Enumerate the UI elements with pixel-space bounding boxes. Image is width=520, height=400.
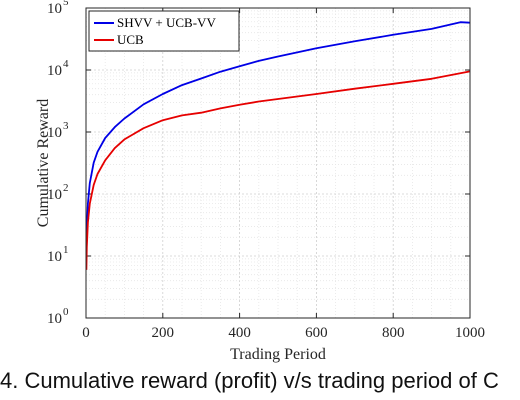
y-tick-exponent: 1 xyxy=(63,244,69,256)
legend: SHVV + UCB-VV UCB xyxy=(88,10,240,52)
y-tick-exponent: 3 xyxy=(63,120,69,132)
y-tick-exponent: 2 xyxy=(63,182,69,194)
grid-lines xyxy=(86,8,470,318)
y-tick-exponent: 4 xyxy=(63,58,69,70)
x-tick-label: 400 xyxy=(228,325,251,341)
series-line-ucb xyxy=(85,70,471,270)
y-tick-label: 10 xyxy=(47,1,62,17)
x-axis-label: Trading Period xyxy=(230,346,326,363)
x-tick-label: 800 xyxy=(382,325,405,341)
y-tick-label: 10 xyxy=(47,125,62,141)
x-tick-label: 0 xyxy=(82,325,90,341)
y-tick-exponent: 5 xyxy=(63,0,69,8)
y-tick-label: 10 xyxy=(47,249,62,265)
figure-caption: 4. Cumulative reward (profit) v/s tradin… xyxy=(0,368,499,393)
y-axis-label: Cumulative Reward xyxy=(35,99,52,227)
legend-label-shvv-ucb-vv: SHVV + UCB-VV xyxy=(117,15,216,30)
x-tick-label: 200 xyxy=(152,325,175,341)
y-tick-label: 10 xyxy=(47,187,62,203)
legend-box xyxy=(88,10,240,52)
series-line-shvv-ucb-vv xyxy=(85,21,471,257)
series-layer xyxy=(85,21,471,270)
x-tick-label: 600 xyxy=(305,325,328,341)
x-tick-label: 1000 xyxy=(455,325,485,341)
plot-frame xyxy=(85,7,471,319)
y-tick-label: 10 xyxy=(47,63,62,79)
y-tick-label: 10 xyxy=(47,311,62,327)
y-tick-exponent: 0 xyxy=(63,306,69,318)
legend-label-ucb: UCB xyxy=(117,32,144,47)
